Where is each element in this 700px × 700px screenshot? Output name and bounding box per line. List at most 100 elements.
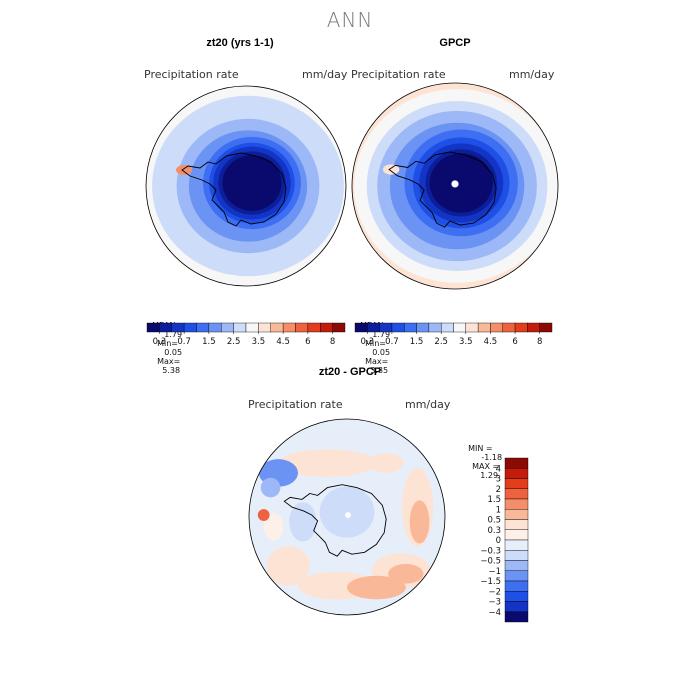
panel-1-title: zt20 (yrs 1-1): [206, 37, 274, 49]
panel-1-colorbar: 0.3 0.7 1.5 2.5 3.5 4.5 6 8: [146, 322, 346, 347]
panel-1-mean-value: 1.79: [164, 330, 183, 339]
panel-1-min-label: Min=: [157, 339, 178, 348]
colorbar-tick-label: 2.5: [227, 337, 241, 347]
colorbar-swatch: [465, 322, 479, 333]
colorbar-swatch: [502, 322, 516, 333]
colorbar-tick-label: 8: [330, 337, 335, 347]
colorbar-tick-label: −1: [488, 567, 501, 577]
colorbar-swatch: [221, 322, 234, 333]
colorbar-swatch: [504, 509, 529, 520]
colorbar-tick-label: 4.5: [484, 337, 498, 347]
colorbar-tick-label: 0: [496, 536, 501, 546]
panel-3-max-label: MAX =: [472, 462, 500, 471]
colorbar-swatch: [504, 488, 529, 500]
pole-mask: [345, 512, 351, 518]
panel-1-min-value: 0.05: [164, 348, 183, 357]
colorbar-swatch: [504, 539, 529, 551]
panel-3-units: mm/day: [405, 398, 451, 411]
colorbar-tick-label: 4: [496, 464, 501, 474]
colorbar-swatch: [504, 550, 529, 561]
colorbar-swatch: [307, 322, 321, 333]
panel-3-min-value: -1.18: [481, 453, 503, 462]
colorbar-swatch: [504, 580, 529, 592]
colorbar-tick-label: 2.5: [434, 337, 448, 347]
colorbar-swatch: [379, 322, 393, 333]
panel-3-map: [248, 418, 446, 616]
colorbar-swatch: [233, 322, 247, 333]
antarctic-coastline: [388, 151, 497, 228]
map-boundary: [351, 82, 559, 290]
field-contour-band: [266, 546, 310, 586]
colorbar-tick-label: 3.5: [252, 337, 266, 347]
colorbar-swatch: [514, 322, 528, 333]
colorbar-swatch: [504, 478, 529, 489]
panel-2-map: [351, 82, 559, 290]
pole-mask: [451, 180, 459, 188]
map-boundary: [248, 418, 446, 616]
colorbar-tick-label: 0.7: [177, 337, 191, 347]
field-contour-band: [409, 500, 430, 544]
colorbar-swatch: [332, 322, 346, 333]
colorbar-tick-label: 6: [512, 337, 517, 347]
colorbar-swatch: [527, 322, 540, 333]
colorbar-swatch: [504, 611, 529, 623]
colorbar-swatch: [504, 529, 529, 541]
field-contour-band: [263, 513, 284, 541]
colorbar-tick-label: 0.3: [487, 526, 501, 536]
panel-3-stats: MIN = -1.18 MAX = 1.29: [463, 435, 502, 480]
panel-3-min-label: MIN =: [468, 444, 493, 453]
colorbar-swatch: [270, 322, 284, 333]
colorbar-tick-label: 3: [496, 475, 501, 485]
panel-3-title: zt20 - GPCP: [318, 366, 382, 378]
colorbar-swatch: [183, 322, 197, 333]
colorbar-swatch: [504, 468, 529, 479]
antarctic-coastline: [283, 484, 387, 557]
colorbar-tick-label: 8: [537, 337, 542, 347]
field-contour-band: [388, 564, 424, 584]
colorbar-tick-label: −2: [488, 587, 501, 597]
colorbar-swatch: [367, 322, 380, 333]
colorbar-swatch: [504, 601, 529, 612]
colorbar-tick-label: 2: [496, 485, 501, 495]
colorbar-swatch: [504, 560, 529, 571]
colorbar-swatch: [354, 322, 368, 333]
colorbar-swatch: [504, 591, 529, 602]
field-peninsula-band: [176, 165, 192, 175]
colorbar-swatch: [453, 322, 467, 333]
field-contour-band: [347, 575, 406, 600]
field-contour-band: [319, 486, 375, 538]
colorbar-swatch: [391, 322, 405, 333]
colorbar-tick-label: 0.3: [153, 337, 167, 347]
panel-2-variable: Precipitation rate: [351, 68, 446, 81]
panel-2-max-value: 3.85: [370, 366, 389, 375]
colorbar-swatch: [171, 322, 185, 333]
colorbar-swatch: [504, 570, 529, 582]
colorbar-swatch: [208, 322, 222, 333]
colorbar-swatch: [146, 322, 160, 333]
colorbar-swatch: [504, 457, 529, 469]
panel-1-max-label: Max=: [157, 357, 181, 366]
colorbar-swatch: [539, 322, 553, 333]
panel-2-units: mm/day: [509, 68, 555, 81]
colorbar-swatch: [258, 322, 271, 333]
colorbar-tick-label: 6: [305, 337, 310, 347]
field-peninsula-band: [382, 164, 400, 175]
panel-1-units: mm/day: [302, 68, 348, 81]
panel-2-mean-value: 1.79: [372, 330, 391, 339]
colorbar-tick-label: −4: [488, 608, 501, 618]
colorbar-swatch: [504, 519, 529, 530]
colorbar-tick-label: 1: [496, 505, 501, 515]
antarctic-coastline: [181, 152, 287, 227]
colorbar-tick-label: 1.5: [410, 337, 424, 347]
colorbar-tick-label: 0.7: [385, 337, 399, 347]
colorbar-swatch: [282, 322, 296, 333]
colorbar-swatch: [477, 322, 491, 333]
colorbar-tick-label: 0.5: [487, 516, 501, 526]
panel-1-map: [145, 85, 347, 287]
colorbar-swatch: [440, 322, 454, 333]
panel-2-max-label: Max=: [365, 357, 389, 366]
field-contour-band: [257, 509, 270, 521]
panel-2-min-value: 0.05: [372, 348, 391, 357]
